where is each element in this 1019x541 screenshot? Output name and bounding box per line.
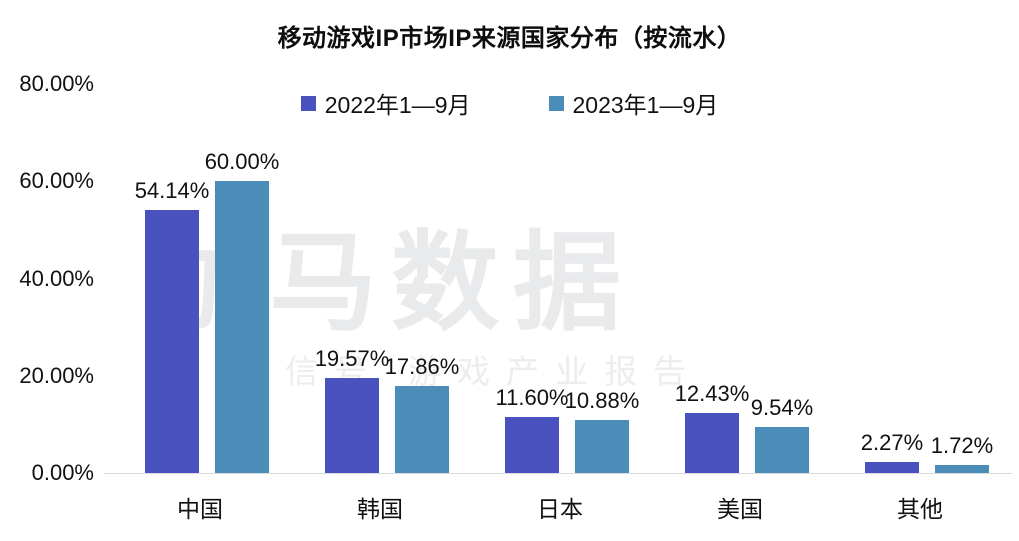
bar-column[interactable]: 60.00%: [205, 60, 279, 473]
legend-item[interactable]: 2023年1—9月: [548, 86, 719, 120]
bar[interactable]: [215, 181, 269, 473]
bar-value-label: 9.54%: [750, 394, 814, 420]
bar-value-label: 60.00%: [204, 149, 280, 175]
bar-group: 54.14% 60.00%: [110, 60, 290, 473]
watermark-sub: 微信号 游戏产业报告: [236, 353, 703, 390]
x-axis-category-label: 美国: [717, 496, 763, 522]
bar[interactable]: [865, 461, 919, 473]
x-axis-category-label: 中国: [177, 496, 223, 522]
bar-column[interactable]: 10.88%: [565, 60, 639, 473]
x-axis-category-label: 其他: [897, 496, 943, 522]
bar-value-label: 1.72%: [930, 432, 994, 458]
bar-group: 11.60% 10.88%: [470, 60, 650, 473]
bar-column[interactable]: 17.86%: [385, 60, 459, 473]
legend-item[interactable]: 2022年1—9月: [300, 86, 471, 120]
bar-column[interactable]: 11.60%: [496, 60, 568, 473]
bar-value-label: 17.86%: [384, 354, 460, 380]
bar-value-label: 54.14%: [134, 177, 210, 203]
y-axis: 0.00% 20.00% 40.00% 60.00% 80.00%: [0, 0, 104, 541]
x-axis-category-label: 日本: [537, 496, 583, 522]
bar-value-label: 12.43%: [674, 380, 750, 406]
bar[interactable]: [935, 464, 989, 473]
bar[interactable]: [505, 416, 559, 473]
bar[interactable]: [685, 412, 739, 473]
legend-label: 2023年1—9月: [572, 92, 719, 118]
bar-value-label: 19.57%: [314, 345, 390, 371]
bar-column[interactable]: 9.54%: [751, 60, 813, 473]
bar-group: 12.43% 9.54%: [650, 60, 830, 473]
bar-column[interactable]: 12.43%: [675, 60, 749, 473]
legend-swatch-icon: [300, 95, 316, 111]
bar-column[interactable]: 54.14%: [135, 60, 209, 473]
y-axis-tick-label: 60.00%: [19, 168, 94, 194]
y-axis-tick-label: 0.00%: [31, 460, 94, 485]
bar-column[interactable]: 19.57%: [315, 60, 389, 473]
bar-column[interactable]: 1.72%: [931, 60, 993, 473]
axis-baseline: [104, 473, 1012, 474]
bar-value-label: 10.88%: [564, 388, 640, 414]
plot-area: 54.14% 60.00% 19.57% 17.86% 11.60% 10.88% 12.4…: [110, 60, 1010, 473]
y-axis-tick-label: 80.00%: [19, 71, 94, 96]
bar[interactable]: [395, 386, 449, 473]
legend-swatch-icon: [548, 95, 564, 111]
bar[interactable]: [755, 426, 809, 473]
bar-column[interactable]: 2.27%: [861, 60, 923, 473]
bar-group: 19.57% 17.86%: [290, 60, 470, 473]
y-axis-tick-label: 40.00%: [19, 265, 94, 291]
chart-legend: 2022年1—9月 2023年1—9月: [0, 86, 1019, 120]
bar[interactable]: [325, 377, 379, 473]
x-axis-category-labels: 中国 韩国 日本 美国 其他: [110, 490, 1010, 530]
bar-value-label: 11.60%: [495, 384, 569, 410]
bar[interactable]: [145, 209, 199, 473]
bar-group: 2.27% 1.72%: [830, 60, 1010, 473]
bar-value-label: 2.27%: [860, 429, 924, 455]
chart-title: 移动游戏IP市场IP来源国家分布（按流水）: [277, 25, 742, 52]
x-axis-category-label: 韩国: [357, 496, 403, 522]
legend-label: 2022年1—9月: [324, 92, 471, 118]
bar[interactable]: [575, 420, 629, 473]
y-axis-tick-label: 20.00%: [19, 362, 94, 388]
